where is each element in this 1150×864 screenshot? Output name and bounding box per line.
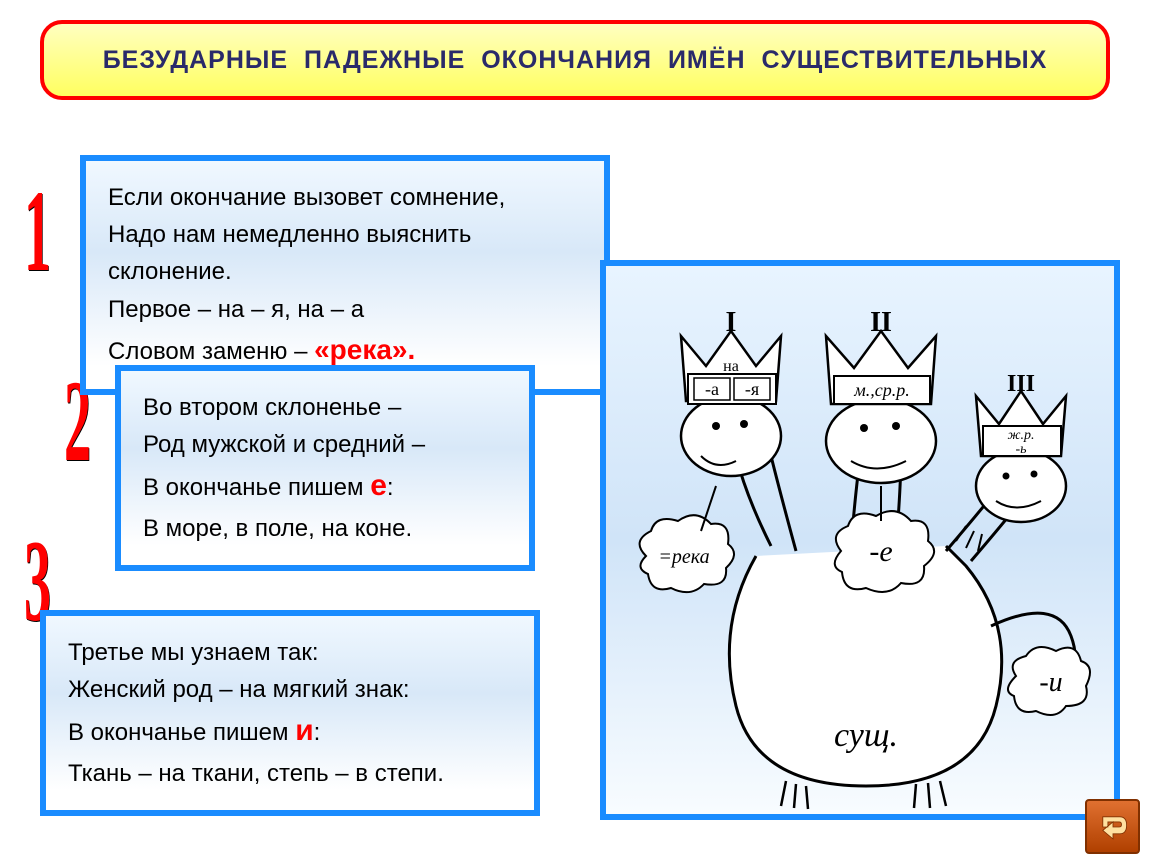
box1-line3: Первое – на – я, на – а <box>108 291 582 328</box>
box2-l3c: : <box>387 474 394 501</box>
box1-l4a: Словом заменю – <box>108 338 314 365</box>
page-title: БЕЗУДАРНЫЕ ПАДЕЖНЫЕ ОКОНЧАНИЯ ИМЁН СУЩЕС… <box>103 46 1048 75</box>
box3-line4: Ткань – на ткани, степь – в степи. <box>68 755 512 792</box>
title-box: БЕЗУДАРНЫЕ ПАДЕЖНЫЕ ОКОНЧАНИЯ ИМЁН СУЩЕС… <box>40 20 1110 100</box>
box2-line4: В море, в поле, на коне. <box>143 510 507 547</box>
box3-line2: Женский род – на мягкий знак: <box>68 671 512 708</box>
return-arrow-icon <box>1096 810 1130 844</box>
cloud-e: -е <box>869 535 892 568</box>
head1-band-top: на <box>723 358 739 375</box>
head3-roman: III <box>1007 371 1035 397</box>
rule-box-3: Третье мы узнаем так: Женский род – на м… <box>40 610 540 816</box>
box3-l3b: и <box>295 714 313 747</box>
rule-box-2: Во втором склоненье – Род мужской и сред… <box>115 365 535 571</box>
tail-label: -и <box>1039 667 1062 698</box>
box3-line3: В окончанье пишем и: <box>68 708 512 755</box>
head3-band-top: ж.р. <box>1007 428 1034 443</box>
illustration-box: сущ. -и I на -а -я =река <box>600 260 1120 820</box>
box2-l3a: В окончанье пишем <box>143 474 370 501</box>
rule-box-1: Если окончание вызовет сомнение, Надо на… <box>80 155 610 395</box>
number-1: 1 <box>24 165 51 299</box>
box1-line2: Надо нам немедленно выяснить склонение. <box>108 216 582 290</box>
head1-band-a: -а <box>705 379 719 399</box>
box1-l4b: «река». <box>314 334 415 365</box>
box3-l3c: : <box>314 719 321 746</box>
box2-line3: В окончанье пишем е: <box>143 463 507 510</box>
head2-band: м.,ср.р. <box>853 380 909 400</box>
head1-roman: I <box>726 307 737 338</box>
box3-line1: Третье мы узнаем так: <box>68 634 512 671</box>
head3-band-bot: -ь <box>1015 442 1026 457</box>
dragon-body-label: сущ. <box>834 717 898 754</box>
box1-line1: Если окончание вызовет сомнение, <box>108 179 582 216</box>
head2-roman: II <box>870 307 892 338</box>
head1-band-ya: -я <box>745 379 759 399</box>
cloud-reka: =река <box>658 546 709 568</box>
return-button[interactable] <box>1085 799 1140 854</box>
box3-l3a: В окончанье пишем <box>68 719 295 746</box>
box2-line1: Во втором склоненье – <box>143 389 507 426</box>
box2-l3b: е <box>370 469 387 502</box>
dragon-illustration: сущ. -и I на -а -я =река <box>616 276 1116 816</box>
box2-line2: Род мужской и средний – <box>143 426 507 463</box>
